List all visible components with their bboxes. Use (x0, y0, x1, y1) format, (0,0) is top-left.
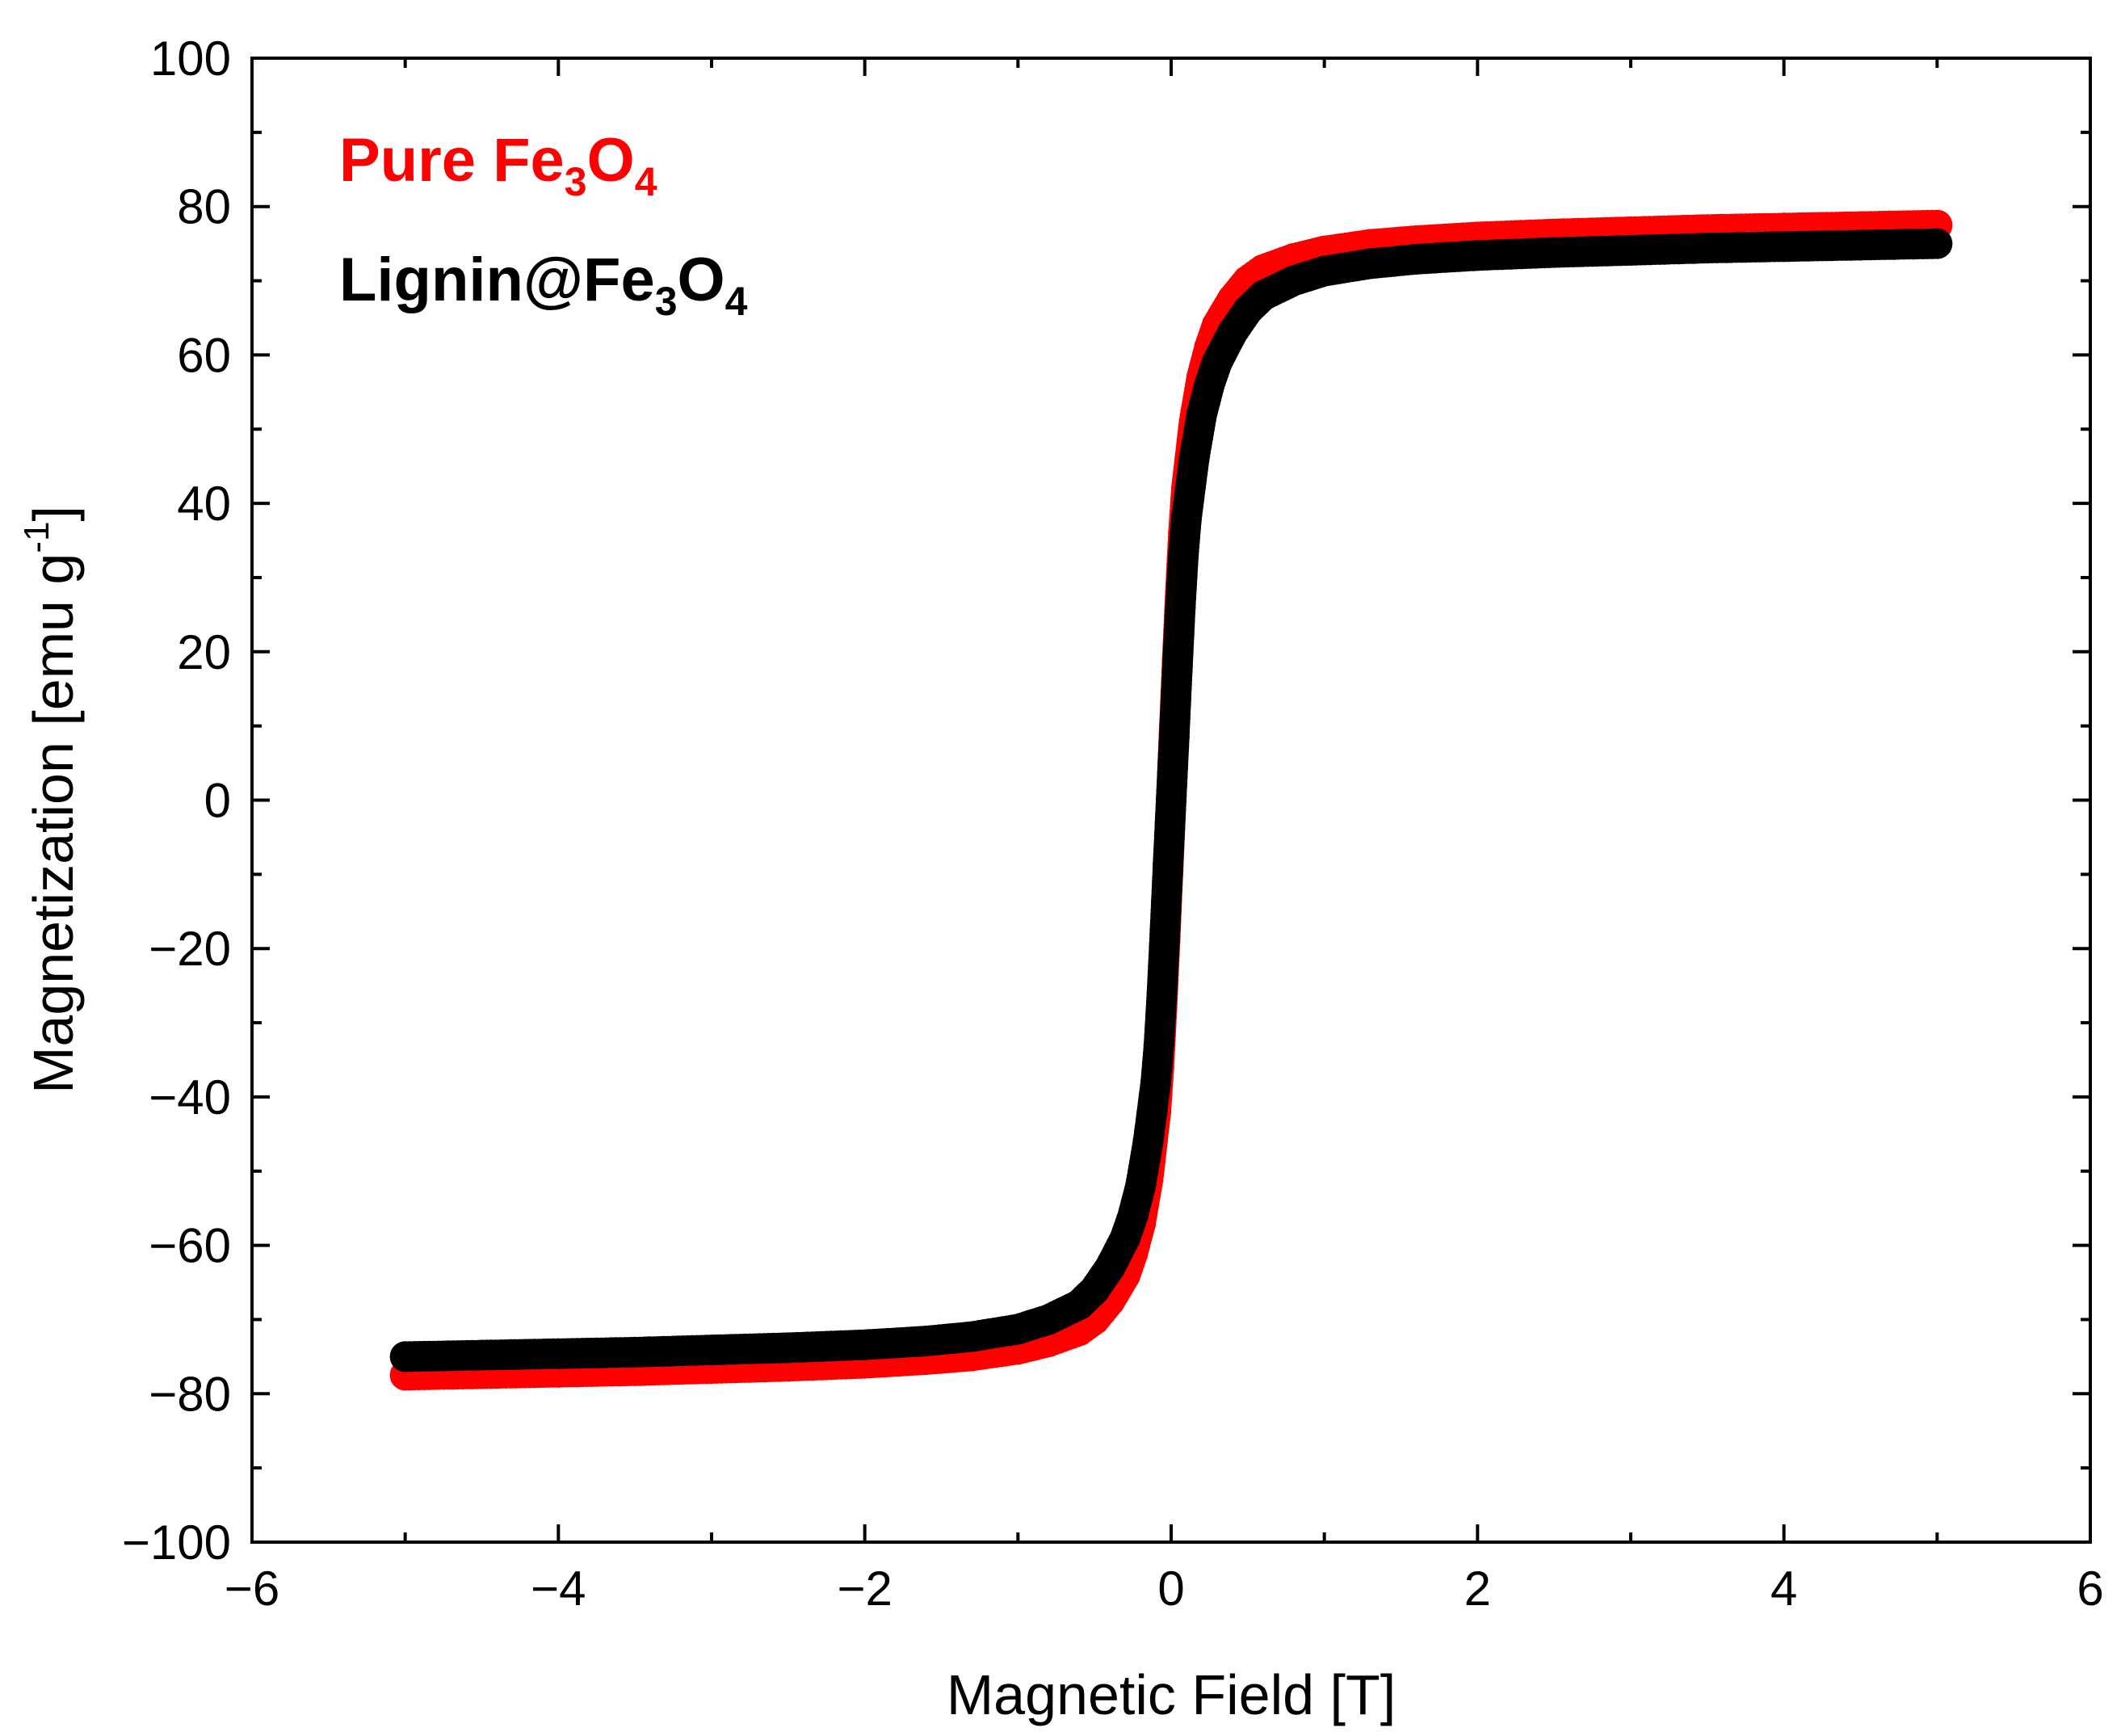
y-tick-label: 60 (177, 328, 231, 382)
y-axis-label-exponent: -1 (17, 522, 57, 553)
legend-entry-pure-fe3o4: Pure Fe3O4 (339, 126, 657, 204)
y-tick-label: −100 (122, 1515, 231, 1570)
tick-layer (250, 57, 2092, 1544)
series-layer (389, 209, 1953, 1391)
x-tick-label: 4 (1770, 1562, 1797, 1616)
legend-lignin-mid: O (678, 246, 725, 314)
legend-lignin-base: Lignin@Fe (339, 246, 655, 314)
data-marker (1922, 228, 1953, 259)
x-tick-label: 2 (1464, 1562, 1491, 1616)
y-tick-label: 0 (204, 774, 231, 828)
legend-pure-mid: O (587, 126, 635, 195)
y-tick-label: −60 (149, 1219, 231, 1273)
y-axis-label-main: Magnetization [emu g (22, 553, 85, 1094)
y-axis-label: Magnetization [emu g-1] (17, 506, 85, 1094)
legend-lignin-sub2: 4 (725, 279, 748, 324)
y-tick-label: 20 (177, 625, 231, 679)
y-tick-label: 80 (177, 180, 231, 234)
legend-lignin-sub1: 3 (655, 279, 678, 324)
legend-pure-sub1: 3 (565, 159, 587, 204)
y-tick-label: −20 (149, 922, 231, 976)
x-tick-label: 6 (2077, 1562, 2103, 1616)
y-tick-label: −40 (149, 1070, 231, 1124)
x-tick-label: −2 (837, 1562, 892, 1616)
y-tick-label: 100 (150, 32, 231, 86)
x-tick-label: 0 (1157, 1562, 1184, 1616)
legend-pure-base: Pure Fe (339, 126, 565, 195)
x-tick-label: −6 (225, 1562, 279, 1616)
legend-entry-lignin-fe3o4: Lignin@Fe3O4 (339, 246, 748, 324)
y-tick-label: 40 (177, 477, 231, 531)
x-axis-label: Magnetic Field [T] (947, 1663, 1396, 1726)
legend-pure-sub2: 4 (635, 159, 657, 204)
x-tick-label: −4 (531, 1562, 586, 1616)
y-tick-label: −80 (149, 1367, 231, 1421)
legend: Pure Fe3O4 Lignin@Fe3O4 (339, 126, 748, 324)
y-axis-label-close: ] (22, 506, 85, 521)
series-lignin-fe3o4 (389, 228, 1953, 1372)
